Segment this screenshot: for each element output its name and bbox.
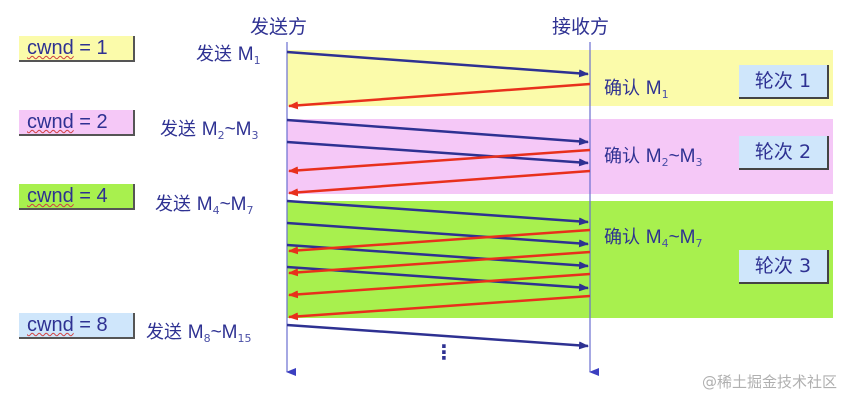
cwnd-label-1: cwnd = 1 <box>19 36 135 62</box>
continuation-ellipsis: ⋮ <box>434 340 454 364</box>
receiver-header: 接收方 <box>552 16 610 38</box>
send-label-round1: 发送 M1 <box>196 44 261 67</box>
cwnd-label-2: cwnd = 2 <box>19 110 135 136</box>
cwnd-label-4: cwnd = 4 <box>19 184 135 210</box>
sender-header: 发送方 <box>250 16 308 38</box>
round-2-label: 轮次 2 <box>739 136 829 170</box>
send-label-round2: 发送 M2~M3 <box>160 119 259 142</box>
watermark: @稀土掘金技术社区 <box>701 373 837 391</box>
ack-label-round3: 确认 M4~M7 <box>604 227 703 250</box>
round-3-label: 轮次 3 <box>739 250 829 284</box>
send-label-round3: 发送 M4~M7 <box>155 194 254 217</box>
round-1-label: 轮次 1 <box>739 65 829 99</box>
send-label-round4: 发送 M8~M15 <box>146 322 252 345</box>
ack-label-round1: 确认 M1 <box>604 78 669 101</box>
cwnd-label-8: cwnd = 8 <box>19 313 135 339</box>
ack-label-round2: 确认 M2~M3 <box>604 146 703 169</box>
